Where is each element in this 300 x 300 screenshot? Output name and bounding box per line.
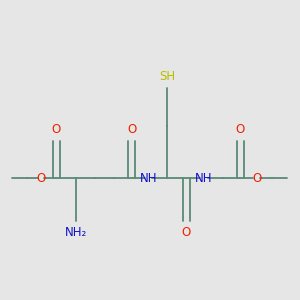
Text: O: O [52, 123, 61, 136]
Text: O: O [252, 172, 262, 184]
Text: O: O [182, 226, 191, 239]
Text: NH₂: NH₂ [64, 226, 87, 239]
Text: NH: NH [140, 172, 157, 184]
Text: O: O [127, 123, 136, 136]
Text: NH: NH [195, 172, 212, 184]
Text: O: O [36, 172, 46, 184]
Text: O: O [236, 123, 245, 136]
Text: SH: SH [159, 70, 175, 83]
